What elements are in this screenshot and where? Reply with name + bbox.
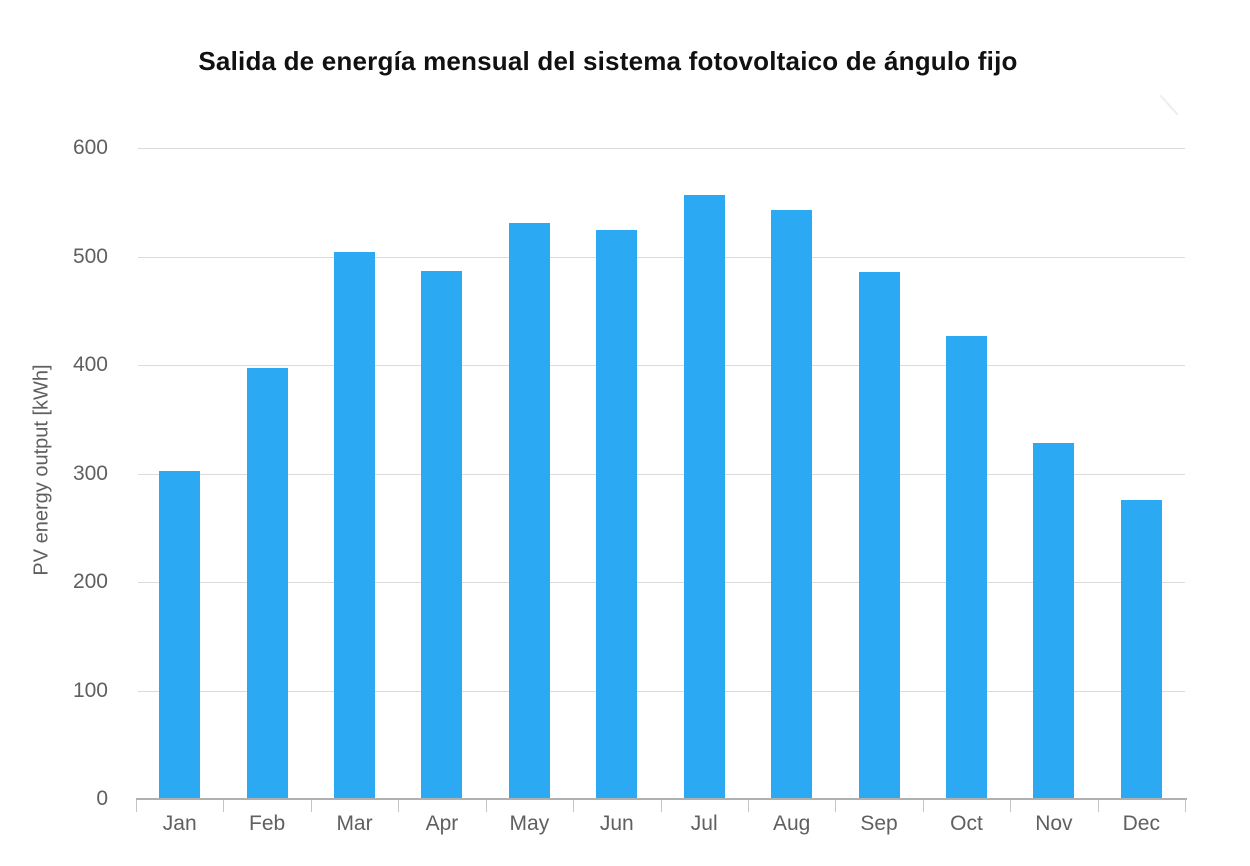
y-tick-label-400: 400 xyxy=(72,353,108,376)
x-axis-line xyxy=(136,798,1187,800)
x-tick-label-sep: Sep xyxy=(860,812,898,835)
y-tick-label-100: 100 xyxy=(72,678,108,702)
x-axis-tick-mark xyxy=(223,800,225,812)
x-tick-label-jun: Jun xyxy=(599,812,634,835)
bar-dec xyxy=(1120,499,1162,799)
plot-area xyxy=(136,148,1185,799)
x-axis-tick-mark xyxy=(1097,800,1099,812)
x-tick-label-may: May xyxy=(509,812,550,835)
x-axis-tick-mark xyxy=(485,800,487,812)
x-axis-tick-mark xyxy=(747,800,749,812)
x-tick-label-mar: Mar xyxy=(336,812,373,835)
x-tick-label-jul: Jul xyxy=(690,812,718,835)
x-axis-tick-mark xyxy=(136,800,137,812)
bar-aug xyxy=(771,209,813,799)
x-axis-tick-mark xyxy=(835,800,837,812)
bar-jun xyxy=(596,230,638,799)
x-tick-label-dec: Dec xyxy=(1122,812,1160,835)
y-tick-label-300: 300 xyxy=(72,461,108,485)
x-axis-tick-mark xyxy=(310,800,312,812)
x-tick-label-feb: Feb xyxy=(249,812,286,835)
gridline-600 xyxy=(138,148,1185,149)
chart-title: Salida de energía mensual del sistema fo… xyxy=(198,46,1018,76)
y-tick-label-200: 200 xyxy=(72,570,108,593)
gridline-100 xyxy=(138,690,1185,692)
faint-artifact-mark xyxy=(1159,94,1179,116)
x-tick-label-aug: Aug xyxy=(772,812,811,835)
bar-sep xyxy=(858,271,900,799)
x-axis-tick-mark xyxy=(660,800,662,812)
x-tick-label-oct: Oct xyxy=(950,812,983,835)
bar-apr xyxy=(421,270,463,799)
bar-nov xyxy=(1033,443,1075,799)
x-axis-tick-mark xyxy=(1010,800,1012,812)
y-tick-label-0: 0 xyxy=(96,787,108,810)
bar-mar xyxy=(334,252,376,799)
bar-jul xyxy=(683,194,725,799)
y-tick-label-600: 600 xyxy=(72,136,108,159)
x-tick-label-apr: Apr xyxy=(425,812,459,835)
bar-jan xyxy=(159,471,201,799)
x-axis-tick-mark xyxy=(573,800,575,812)
gridline-500 xyxy=(138,256,1185,258)
gridline-200 xyxy=(138,582,1185,583)
gridline-300 xyxy=(138,473,1185,475)
x-axis-tick-mark xyxy=(1185,800,1186,812)
y-tick-label-500: 500 xyxy=(72,244,108,268)
x-tick-label-jan: Jan xyxy=(162,812,197,835)
x-axis-tick-mark xyxy=(922,800,924,812)
x-tick-label-nov: Nov xyxy=(1035,812,1073,835)
gridline-400 xyxy=(138,365,1185,366)
bar-may xyxy=(508,222,550,799)
x-axis-tick-mark xyxy=(398,800,400,812)
bar-oct xyxy=(945,335,987,799)
bar-feb xyxy=(246,368,288,799)
